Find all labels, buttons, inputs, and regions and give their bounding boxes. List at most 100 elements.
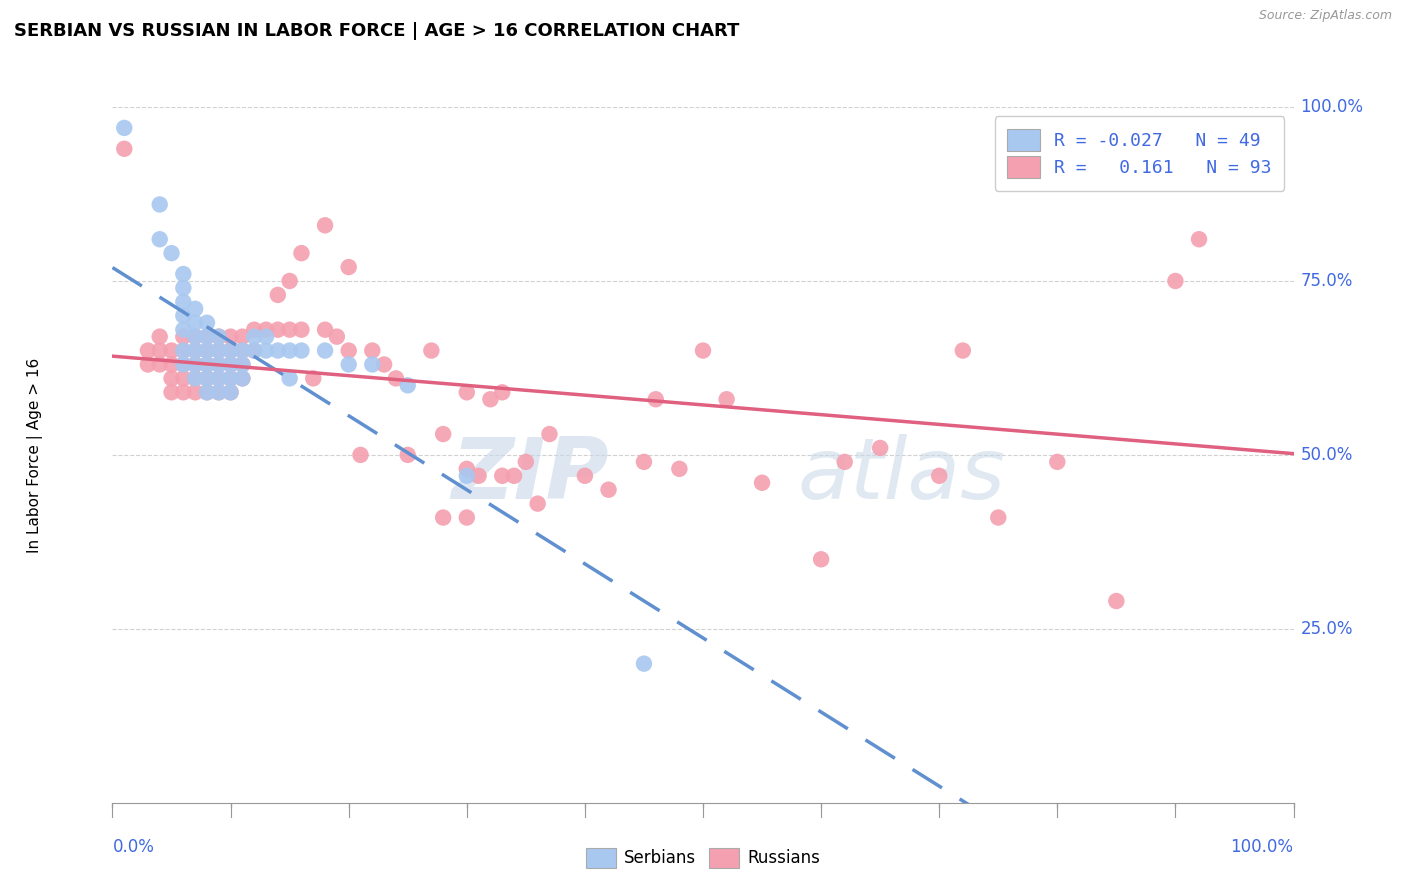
Point	[278, 371, 301, 385]
Point	[136, 343, 159, 358]
Point	[278, 274, 301, 288]
Point	[692, 343, 714, 358]
Point	[267, 343, 290, 358]
Point	[538, 427, 561, 442]
Point	[208, 385, 231, 400]
Point	[314, 343, 336, 358]
Point	[373, 358, 395, 372]
Point	[184, 385, 207, 400]
Legend: R = -0.027   N = 49, R =   0.161   N = 93: R = -0.027 N = 49, R = 0.161 N = 93	[995, 116, 1285, 191]
Point	[149, 343, 172, 358]
Point	[195, 316, 218, 330]
Point	[326, 329, 349, 343]
Point	[278, 323, 301, 337]
Point	[195, 371, 218, 385]
Point	[231, 371, 253, 385]
Point	[172, 385, 194, 400]
Point	[515, 455, 537, 469]
Point	[208, 385, 231, 400]
Point	[314, 323, 336, 337]
Point	[231, 329, 253, 343]
Point	[112, 142, 135, 156]
Point	[361, 358, 384, 372]
Point	[160, 371, 183, 385]
Point	[1164, 274, 1187, 288]
Point	[243, 323, 266, 337]
Point	[219, 385, 242, 400]
Text: 100.0%: 100.0%	[1230, 838, 1294, 856]
Point	[243, 329, 266, 343]
Point	[195, 343, 218, 358]
Point	[231, 343, 253, 358]
Point	[928, 468, 950, 483]
Point	[314, 219, 336, 233]
Point	[574, 468, 596, 483]
Point	[208, 329, 231, 343]
Point	[160, 385, 183, 400]
Point	[195, 343, 218, 358]
Point	[219, 343, 242, 358]
Point	[337, 260, 360, 274]
Point	[149, 197, 172, 211]
Text: 0.0%: 0.0%	[112, 838, 155, 856]
Point	[267, 288, 290, 302]
Point	[254, 329, 277, 343]
Point	[160, 358, 183, 372]
Point	[503, 468, 526, 483]
Point	[456, 510, 478, 524]
Point	[184, 358, 207, 372]
Point	[195, 371, 218, 385]
Point	[172, 294, 194, 309]
Point	[195, 329, 218, 343]
Point	[644, 392, 666, 407]
Point	[219, 385, 242, 400]
Point	[479, 392, 502, 407]
Point	[219, 343, 242, 358]
Point	[184, 329, 207, 343]
Point	[172, 329, 194, 343]
Point	[184, 371, 207, 385]
Point	[290, 323, 312, 337]
Point	[184, 316, 207, 330]
Point	[195, 358, 218, 372]
Point	[208, 358, 231, 372]
Point	[184, 343, 207, 358]
Legend: Serbians, Russians: Serbians, Russians	[579, 841, 827, 875]
Point	[231, 371, 253, 385]
Point	[456, 462, 478, 476]
Point	[208, 343, 231, 358]
Point	[219, 358, 242, 372]
Text: atlas: atlas	[797, 434, 1005, 517]
Point	[184, 358, 207, 372]
Point	[834, 455, 856, 469]
Point	[526, 497, 548, 511]
Point	[112, 120, 135, 135]
Point	[231, 343, 253, 358]
Point	[208, 371, 231, 385]
Point	[184, 371, 207, 385]
Point	[195, 358, 218, 372]
Point	[1223, 120, 1246, 135]
Point	[716, 392, 738, 407]
Point	[491, 468, 513, 483]
Text: In Labor Force | Age > 16: In Labor Force | Age > 16	[27, 358, 44, 552]
Point	[290, 343, 312, 358]
Point	[149, 329, 172, 343]
Text: Source: ZipAtlas.com: Source: ZipAtlas.com	[1258, 9, 1392, 22]
Point	[432, 510, 454, 524]
Point	[172, 267, 194, 281]
Point	[432, 427, 454, 442]
Point	[219, 329, 242, 343]
Point	[172, 309, 194, 323]
Text: 75.0%: 75.0%	[1301, 272, 1353, 290]
Point	[149, 358, 172, 372]
Point	[208, 329, 231, 343]
Point	[172, 343, 194, 358]
Point	[172, 281, 194, 295]
Point	[243, 343, 266, 358]
Point	[172, 358, 194, 372]
Point	[349, 448, 371, 462]
Point	[987, 510, 1010, 524]
Point	[385, 371, 408, 385]
Point	[467, 468, 489, 483]
